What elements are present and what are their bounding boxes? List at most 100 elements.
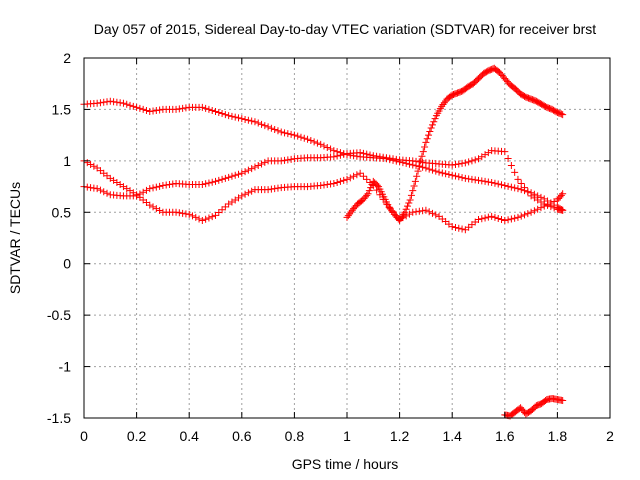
data-point [96, 99, 104, 107]
data-point [451, 160, 459, 168]
data-point [504, 155, 512, 163]
chart-title: Day 057 of 2015, Sidereal Day-to-day VTE… [94, 21, 596, 37]
data-point [343, 175, 351, 183]
data-point [152, 183, 160, 191]
data-point [534, 205, 542, 213]
data-point [507, 215, 515, 223]
data-point [172, 208, 180, 216]
data-point [281, 129, 289, 137]
series-4 [343, 64, 567, 225]
y-tick-label: 2 [63, 50, 71, 66]
data-point [320, 181, 328, 189]
x-tick-label: 0 [80, 428, 88, 444]
data-point [274, 127, 282, 135]
data-point [123, 100, 131, 108]
data-point [366, 151, 374, 159]
data-point [238, 192, 246, 200]
data-point [488, 212, 496, 220]
data-point [501, 182, 509, 190]
data-point [287, 155, 295, 163]
data-point [365, 187, 373, 195]
data-point [405, 199, 413, 207]
data-point [409, 157, 417, 165]
data-point [336, 177, 344, 185]
x-tick-label: 1.8 [548, 428, 568, 444]
data-point [425, 208, 433, 216]
data-point [419, 148, 427, 156]
data-point [238, 115, 246, 123]
x-axis-label: GPS time / hours [292, 456, 399, 472]
data-point [139, 105, 147, 113]
data-point [507, 161, 515, 169]
data-point [494, 180, 502, 188]
data-point [133, 192, 141, 200]
data-point [550, 197, 558, 205]
data-point [281, 156, 289, 164]
data-point [116, 99, 124, 107]
data-point [423, 135, 431, 143]
y-tick-label: 1.5 [52, 101, 72, 117]
y-axis-label: SDTVAR / TECUs [7, 182, 23, 294]
data-point [300, 134, 308, 142]
series-2 [80, 157, 567, 234]
data-point [389, 155, 397, 163]
data-point [346, 174, 354, 182]
data-point [320, 142, 328, 150]
data-point [274, 184, 282, 192]
data-point [475, 215, 482, 223]
data-point [228, 112, 236, 120]
data-point [218, 175, 226, 183]
data-point [448, 223, 456, 231]
data-point [146, 185, 154, 193]
data-point [205, 105, 213, 113]
data-point [521, 211, 529, 219]
data-point [369, 152, 377, 160]
data-point [198, 103, 206, 111]
data-point [504, 182, 512, 190]
data-point [165, 181, 173, 189]
data-point [310, 138, 318, 146]
data-point [119, 99, 127, 107]
data-point [212, 107, 219, 115]
y-tick-label: -1.5 [47, 410, 71, 426]
data-point [386, 154, 394, 162]
data-point [142, 106, 150, 114]
data-point [422, 138, 430, 146]
data-point [527, 208, 535, 216]
data-point [475, 176, 482, 184]
data-point [294, 132, 302, 140]
data-point [421, 143, 429, 151]
data-point [468, 175, 476, 183]
y-tick-label: -0.5 [47, 307, 71, 323]
data-point [491, 179, 499, 187]
data-point [401, 208, 409, 216]
series-1 [80, 97, 567, 214]
data-point [248, 117, 256, 125]
data-point [149, 184, 157, 192]
data-point [284, 156, 292, 164]
data-point [376, 153, 384, 161]
ticks: 0 0.2 0.4 0.6 0.8 1 1.2 1.4 1.6 1.8 2 -1.5 -1 -0.5 0 0.… [47, 50, 614, 444]
data-point [350, 172, 358, 180]
data-point [100, 98, 108, 106]
data-point [406, 196, 414, 204]
data-point [340, 150, 348, 158]
data-point [373, 152, 381, 160]
data-point [419, 207, 427, 215]
data-point [179, 209, 187, 217]
data-point [465, 158, 473, 166]
data-point [388, 207, 396, 215]
data-point [333, 178, 341, 186]
x-tick-label: 1 [343, 428, 351, 444]
data-point [133, 103, 141, 111]
data-point [248, 165, 256, 173]
data-point [363, 175, 371, 183]
data-point [451, 172, 459, 180]
data-point [413, 172, 421, 180]
data-point [359, 149, 367, 157]
data-point [428, 209, 436, 217]
data-point [458, 159, 466, 167]
data-point [113, 98, 121, 106]
data-point [267, 185, 275, 193]
data-point [382, 154, 390, 162]
